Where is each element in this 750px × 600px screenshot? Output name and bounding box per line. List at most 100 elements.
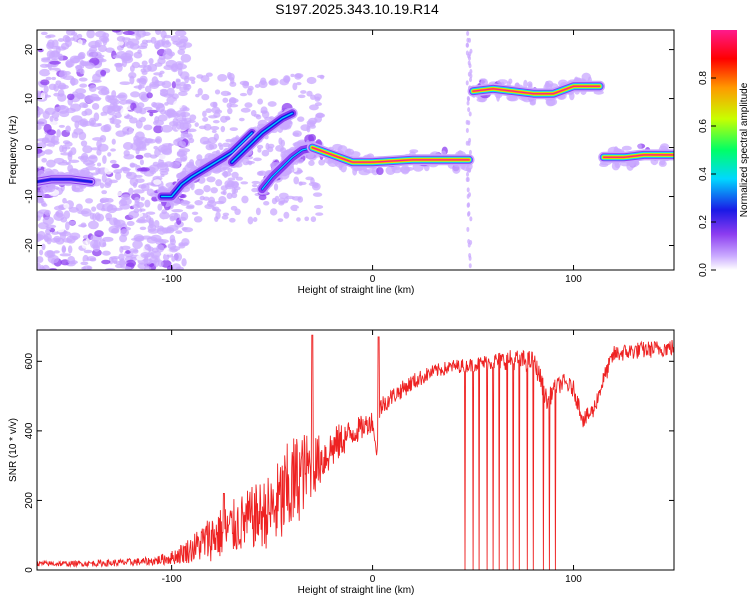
y-tick-label: 0 (24, 144, 35, 150)
noise-blob (173, 252, 183, 262)
noise-blob (658, 160, 667, 167)
noise-blob (47, 254, 59, 264)
noise-blob (151, 101, 157, 108)
x-tick-label: 100 (565, 274, 582, 285)
noise-blob (119, 203, 131, 210)
noise-blob (233, 188, 239, 194)
noise-blob (81, 266, 87, 270)
noise-blob (92, 244, 100, 252)
noise-blob (256, 171, 264, 176)
noise-blob (60, 217, 68, 223)
noise-blob (468, 51, 472, 57)
noise-blob (467, 107, 471, 113)
colorbar: 0.0 0.2 0.4 0.6 0.8 Normalized spectral ampl… (698, 30, 750, 277)
noise-blob (128, 187, 134, 195)
noise-blob (180, 199, 190, 206)
noise-blob (61, 245, 66, 254)
noise-blob (154, 62, 163, 67)
noise-blob (68, 220, 76, 225)
noise-blob (135, 154, 144, 160)
noise-blob (308, 181, 319, 187)
noise-blob (63, 210, 71, 219)
noise-blob (291, 187, 301, 194)
noise-blob (181, 258, 187, 267)
noise-blob (110, 148, 116, 152)
noise-blob (197, 88, 203, 96)
noise-blob (183, 42, 193, 48)
noise-blob (166, 110, 172, 119)
spectrogram-x-ticks: -100 0 100 (162, 30, 582, 285)
noise-blob (143, 106, 153, 111)
noise-blob (115, 191, 123, 197)
spectrogram-y-label: Frequency (Hz) (8, 116, 19, 185)
noise-blob (145, 39, 153, 43)
spectrogram-y-ticks: -20 -10 0 10 20 (24, 44, 674, 253)
noise-blob (467, 210, 471, 216)
noise-blob (97, 44, 107, 53)
noise-blob (305, 176, 314, 181)
noise-blob (529, 100, 536, 106)
noise-blob (102, 155, 107, 164)
noise-blob (496, 79, 509, 85)
noise-blob (261, 149, 270, 157)
noise-blob (277, 218, 284, 223)
noise-blob (257, 98, 263, 105)
noise-blob (162, 233, 171, 239)
noise-blob (126, 220, 135, 226)
snr-series-line (37, 334, 674, 570)
noise-blob (37, 148, 43, 154)
noise-blob (153, 258, 160, 268)
noise-blob (621, 145, 632, 151)
noise-blob (134, 131, 145, 141)
x-tick-label: -100 (162, 274, 182, 285)
noise-blob (191, 211, 199, 216)
x-tick-label: 100 (565, 574, 582, 585)
noise-blob (164, 102, 169, 106)
noise-blob (65, 61, 73, 68)
noise-blob (41, 58, 51, 63)
noise-blob (544, 80, 550, 89)
noise-blob (309, 104, 319, 111)
noise-blob (660, 143, 670, 151)
noise-blob (97, 143, 109, 152)
noise-blob (161, 227, 172, 234)
noise-blob (171, 81, 176, 89)
noise-blob (100, 37, 110, 43)
noise-blob (106, 107, 116, 116)
noise-blob (400, 164, 410, 175)
noise-blob (211, 106, 221, 114)
colorbar-tick-label: 0.0 (698, 263, 709, 277)
noise-blob (51, 39, 59, 48)
noise-blob (310, 216, 317, 223)
noise-blob (94, 230, 104, 238)
noise-blob (267, 101, 277, 107)
noise-blob (227, 107, 233, 115)
noise-blob (315, 212, 324, 216)
noise-blob (318, 159, 326, 166)
noise-blob (143, 152, 152, 158)
noise-blob (146, 92, 153, 99)
noise-blob (116, 40, 124, 46)
noise-blob (278, 192, 289, 199)
noise-blob (75, 88, 87, 95)
noise-blob (46, 227, 52, 231)
noise-blob (134, 200, 140, 207)
noise-blob (91, 103, 100, 110)
noise-blob (78, 77, 88, 82)
noise-blob (64, 141, 73, 147)
noise-blob (101, 259, 111, 265)
noise-blob (38, 267, 46, 270)
noise-blob (296, 81, 302, 86)
noise-blob (177, 48, 186, 56)
noise-blob (203, 196, 210, 201)
noise-blob (73, 128, 84, 135)
noise-blob (62, 197, 67, 204)
noise-blob (228, 98, 239, 104)
noise-blob (157, 144, 169, 153)
noise-blob (260, 110, 268, 114)
noise-blob (314, 102, 322, 107)
noise-blob (218, 195, 227, 204)
noise-blob (125, 259, 137, 268)
noise-blob (296, 217, 301, 222)
